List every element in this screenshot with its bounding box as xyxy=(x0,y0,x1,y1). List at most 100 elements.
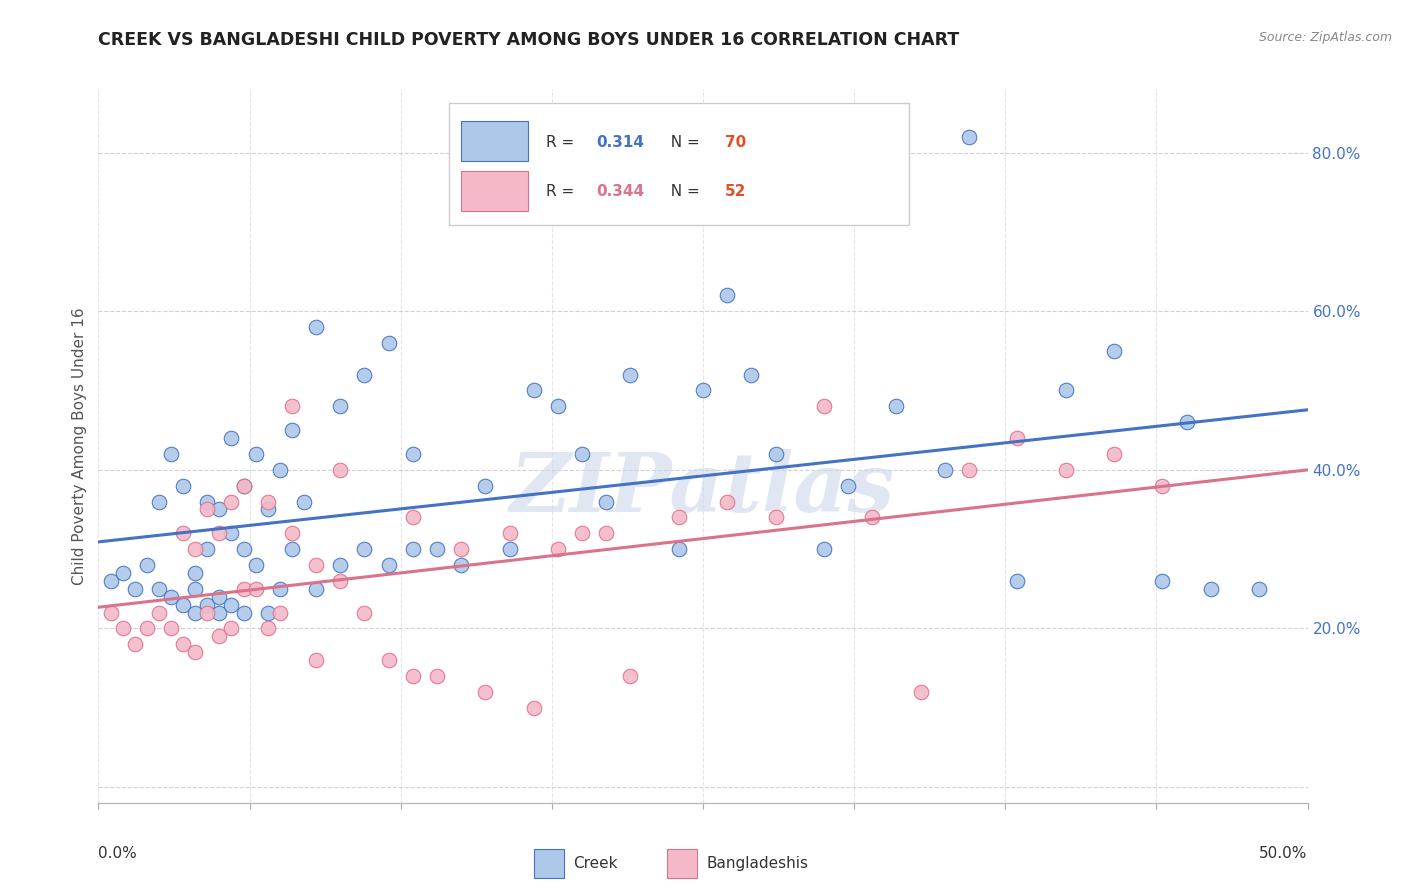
Point xyxy=(160,590,183,604)
Point xyxy=(281,542,304,557)
Point xyxy=(474,478,496,492)
Point xyxy=(124,637,146,651)
Point xyxy=(1054,463,1077,477)
Text: 0.314: 0.314 xyxy=(596,135,644,150)
Point xyxy=(426,542,449,557)
Point xyxy=(256,494,278,508)
Point xyxy=(208,502,231,516)
Text: 52: 52 xyxy=(724,185,747,200)
Point xyxy=(523,384,546,398)
Point xyxy=(523,700,546,714)
Point xyxy=(256,621,278,635)
Point xyxy=(765,510,787,524)
Point xyxy=(195,502,218,516)
Text: R =: R = xyxy=(546,185,579,200)
Point xyxy=(208,526,231,541)
Point xyxy=(221,598,243,612)
Point xyxy=(813,542,835,557)
Point xyxy=(595,494,617,508)
Point xyxy=(100,606,122,620)
Point xyxy=(329,574,352,588)
Point xyxy=(160,447,183,461)
Text: 50.0%: 50.0% xyxy=(1260,846,1308,861)
Point xyxy=(232,582,254,596)
Point xyxy=(402,510,425,524)
Point xyxy=(184,566,207,580)
Point xyxy=(474,685,496,699)
Point xyxy=(886,400,908,414)
Point xyxy=(245,558,267,572)
Point xyxy=(281,400,304,414)
Point xyxy=(547,542,569,557)
Point xyxy=(957,129,980,144)
Point xyxy=(377,558,399,572)
Point xyxy=(1152,478,1174,492)
Text: Bangladeshis: Bangladeshis xyxy=(707,856,808,871)
Point xyxy=(172,637,194,651)
Point xyxy=(716,494,738,508)
Point xyxy=(256,606,278,620)
Point xyxy=(221,431,243,445)
Point xyxy=(377,653,399,667)
Point xyxy=(245,447,267,461)
Point xyxy=(1102,447,1125,461)
Point xyxy=(184,645,207,659)
Point xyxy=(305,320,328,334)
Point xyxy=(716,288,738,302)
Point xyxy=(256,502,278,516)
Point xyxy=(281,526,304,541)
Point xyxy=(232,542,254,557)
Point xyxy=(172,598,194,612)
Text: 0.0%: 0.0% xyxy=(98,846,138,861)
Point xyxy=(498,542,520,557)
Point xyxy=(305,653,328,667)
Point xyxy=(353,606,375,620)
Point xyxy=(1249,582,1271,596)
Point xyxy=(100,574,122,588)
Point xyxy=(1007,574,1029,588)
Point xyxy=(221,494,243,508)
Text: CREEK VS BANGLADESHI CHILD POVERTY AMONG BOYS UNDER 16 CORRELATION CHART: CREEK VS BANGLADESHI CHILD POVERTY AMONG… xyxy=(98,31,960,49)
Point xyxy=(450,558,472,572)
Point xyxy=(184,542,207,557)
Point xyxy=(934,463,956,477)
Point xyxy=(692,384,714,398)
Point xyxy=(135,558,157,572)
Point xyxy=(232,606,254,620)
Text: N =: N = xyxy=(661,135,704,150)
Point xyxy=(860,510,883,524)
Point xyxy=(353,368,375,382)
Point xyxy=(269,463,291,477)
Point xyxy=(221,526,243,541)
Point xyxy=(184,582,207,596)
Point xyxy=(1152,574,1174,588)
Point xyxy=(160,621,183,635)
Point xyxy=(208,606,231,620)
Point xyxy=(1199,582,1222,596)
Point xyxy=(184,606,207,620)
Point xyxy=(195,598,218,612)
Point xyxy=(124,582,146,596)
Point xyxy=(498,526,520,541)
Text: Source: ZipAtlas.com: Source: ZipAtlas.com xyxy=(1258,31,1392,45)
Point xyxy=(305,558,328,572)
Text: N =: N = xyxy=(661,185,704,200)
Point xyxy=(135,621,157,635)
Point xyxy=(402,669,425,683)
Point xyxy=(765,447,787,461)
Point xyxy=(208,590,231,604)
Text: ZIPatlas: ZIPatlas xyxy=(510,449,896,529)
Point xyxy=(571,447,593,461)
Point xyxy=(329,558,352,572)
Point xyxy=(232,478,254,492)
Point xyxy=(813,400,835,414)
Bar xyxy=(461,171,527,211)
FancyBboxPatch shape xyxy=(449,103,908,225)
Text: R =: R = xyxy=(546,135,579,150)
Point xyxy=(619,368,641,382)
Point xyxy=(1175,415,1198,429)
Point xyxy=(402,447,425,461)
Point xyxy=(208,629,231,643)
Point xyxy=(547,400,569,414)
Point xyxy=(111,621,134,635)
